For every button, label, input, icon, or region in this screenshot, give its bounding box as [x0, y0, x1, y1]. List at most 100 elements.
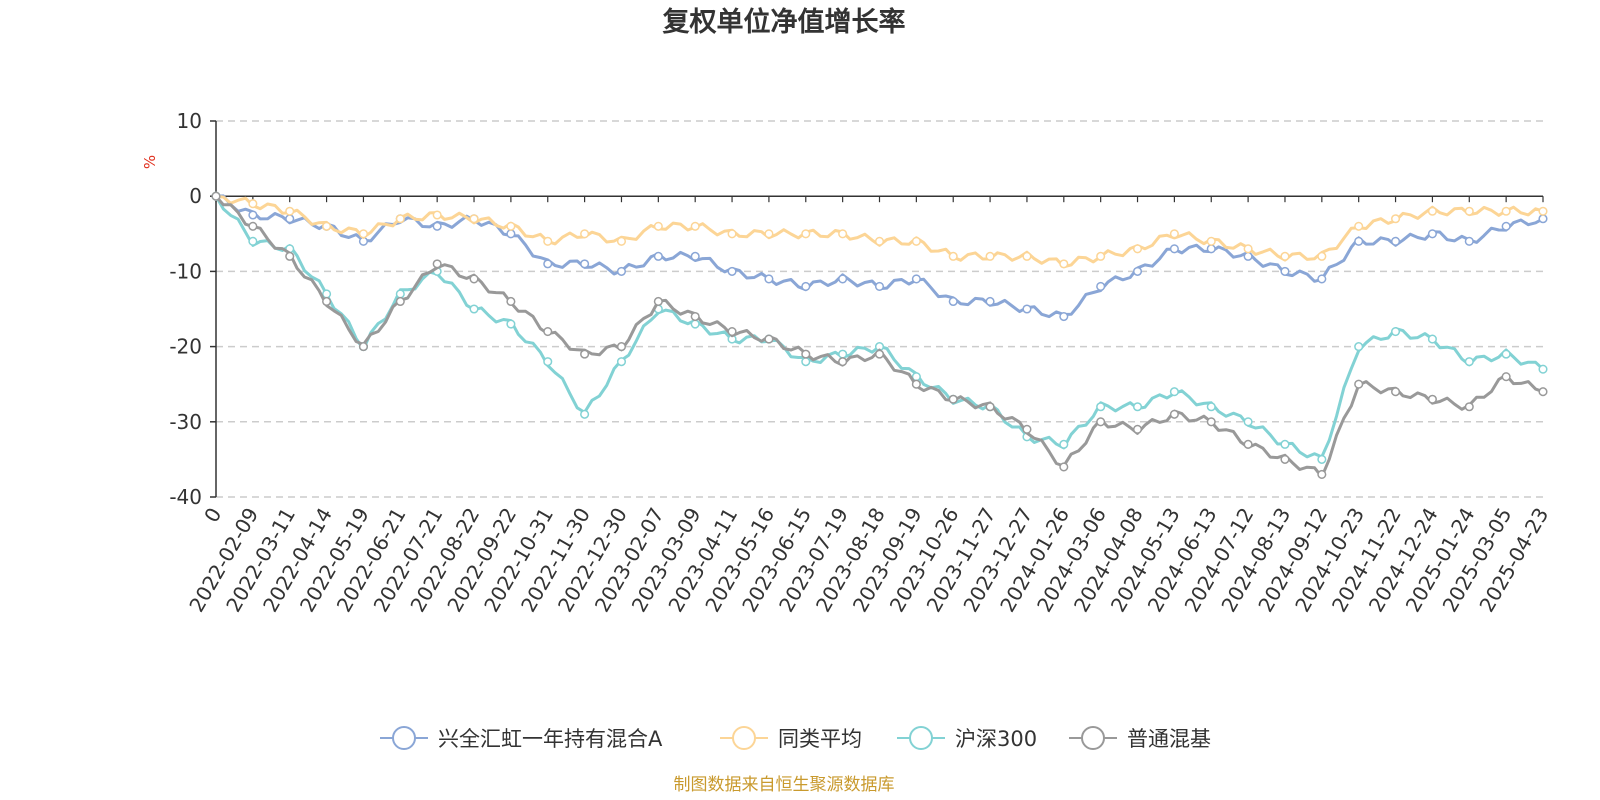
data-point — [432, 259, 442, 269]
data-point — [838, 274, 848, 284]
data-point — [764, 274, 774, 284]
data-point — [1132, 266, 1143, 276]
x-tick-label: 0 — [199, 504, 226, 527]
y-tick-labels: 10 0 -10 -20 -30 -40 — [169, 109, 202, 509]
legend-marker — [909, 726, 933, 750]
data-point — [1354, 342, 1364, 352]
data-point — [1096, 402, 1106, 412]
data-point — [1096, 281, 1106, 291]
data-point — [1317, 274, 1327, 284]
data-point — [1243, 417, 1253, 427]
data-point — [1538, 214, 1548, 224]
data-point — [322, 221, 332, 231]
data-point — [322, 296, 332, 307]
series-line — [215, 194, 1544, 269]
series-line — [215, 194, 1544, 319]
data-point — [285, 206, 295, 216]
data-point — [911, 379, 921, 389]
data-point — [985, 251, 995, 261]
data-point — [1538, 206, 1548, 216]
data-point — [358, 229, 368, 239]
data-point — [580, 229, 590, 239]
x-tick-labels: 02022-02-092022-03-112022-04-142022-05-1… — [184, 503, 1553, 616]
data-point — [1169, 244, 1179, 254]
data-point — [1280, 439, 1290, 449]
series-group — [211, 191, 1548, 322]
data-point — [1501, 349, 1511, 359]
data-point — [543, 259, 553, 269]
data-point — [1169, 409, 1179, 419]
data-point — [874, 236, 885, 246]
data-point — [1317, 469, 1327, 479]
legend-item: 沪深300 — [897, 726, 1037, 751]
data-point — [285, 214, 295, 224]
data-point — [616, 236, 627, 246]
data-point — [432, 221, 442, 231]
data-point — [1391, 327, 1401, 337]
data-point — [1059, 462, 1069, 472]
data-point — [395, 214, 405, 224]
data-point — [616, 266, 627, 276]
data-point — [506, 296, 516, 307]
data-point — [1280, 266, 1290, 276]
data-point — [616, 357, 627, 367]
data-point — [801, 281, 811, 291]
data-point — [1501, 372, 1511, 382]
data-point — [1501, 206, 1511, 216]
data-point — [506, 229, 516, 239]
legend: 兴全汇虹一年持有混合A 同类平均 沪深300 普通混基 — [380, 726, 1211, 751]
y-axis-label: % — [141, 155, 159, 169]
data-point — [1464, 357, 1474, 367]
data-point — [1538, 387, 1548, 397]
data-point — [1243, 244, 1253, 254]
series-group — [211, 191, 1548, 479]
y-tick-label: 10 — [177, 109, 202, 133]
data-point — [1464, 236, 1474, 246]
data-point — [985, 402, 995, 412]
legend-label: 同类平均 — [778, 727, 862, 751]
data-point — [506, 319, 516, 329]
data-point — [1096, 251, 1106, 261]
data-point — [1059, 439, 1069, 449]
data-point — [727, 266, 737, 276]
data-point — [543, 236, 553, 246]
data-point — [727, 229, 737, 239]
data-point — [395, 296, 405, 307]
axes — [210, 120, 1544, 498]
data-point — [948, 251, 958, 261]
series-lines — [211, 191, 1548, 479]
data-point — [690, 311, 700, 322]
data-point — [727, 327, 737, 337]
data-point — [1427, 394, 1437, 404]
data-point — [1132, 424, 1143, 434]
data-point — [395, 289, 405, 299]
data-point — [653, 296, 663, 307]
data-point — [874, 281, 885, 291]
source-note: 制图数据来自恒生聚源数据库 — [674, 775, 895, 795]
data-point — [469, 274, 479, 284]
data-point — [874, 349, 885, 359]
data-point — [1022, 251, 1032, 261]
data-point — [1206, 417, 1216, 427]
data-point — [1317, 454, 1327, 464]
legend-item: 普通混基 — [1069, 726, 1211, 751]
data-point — [948, 394, 958, 404]
data-point — [248, 210, 258, 220]
data-point — [1169, 387, 1179, 397]
data-point — [285, 251, 295, 261]
data-point — [1538, 364, 1548, 374]
data-point — [1354, 221, 1364, 231]
data-point — [1280, 251, 1290, 261]
data-point — [801, 357, 811, 367]
legend-marker — [392, 726, 416, 750]
data-point — [506, 221, 516, 231]
data-point — [1169, 229, 1179, 239]
y-tick-label: 0 — [189, 184, 202, 208]
data-point — [1354, 379, 1364, 389]
data-point — [1464, 206, 1474, 216]
data-point — [580, 259, 590, 269]
legend-item: 兴全汇虹一年持有混合A — [380, 726, 663, 751]
data-point — [1280, 454, 1290, 464]
data-point — [690, 221, 700, 231]
